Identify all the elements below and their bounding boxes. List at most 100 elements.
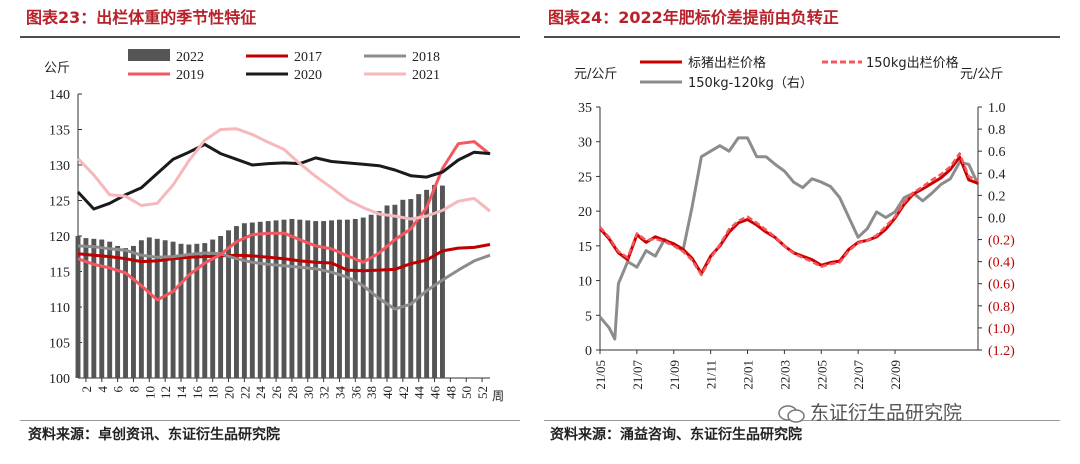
legend-label-2018: 2018 [412,50,440,65]
y-tick-label: 105 [49,337,70,352]
left-y-tick-label: 30 [578,136,592,151]
right-y-tick-label: (1.2) [988,344,1015,359]
bar-2022 [408,199,414,378]
left-y-tick-label: 0 [585,344,592,359]
bar-2022 [234,226,239,378]
x-tick-label: 14 [174,386,189,400]
chart-title: 图表23：出栏体重的季节性特征 [26,8,257,27]
legend-label-diff: 150kg-120kg（右） [688,76,813,91]
title-rule [544,36,1060,38]
bar-2022 [75,236,81,378]
bar-2022 [194,243,200,378]
x-tick-label: 22/03 [777,360,792,390]
x-tick-label: 21/05 [593,360,608,390]
bar-2022 [249,222,255,378]
left-y-tick-label: 15 [578,240,592,255]
legend-label-2020: 2020 [294,68,322,83]
chart-title: 图表24：2022年肥标价差提前由负转正 [548,8,839,27]
source-rule [544,420,1060,421]
left-y-tick-label: 20 [578,205,592,220]
bar-2022 [202,243,208,378]
x-tick-label: 12 [158,386,173,399]
bar-2022 [241,223,247,378]
left-y-tick-label: 10 [578,275,592,290]
line-standard-hog-price [598,155,979,276]
x-axis-label: 周 [492,389,504,403]
bar-2022 [360,217,366,378]
bar-2022 [344,219,350,378]
bar-2022 [297,219,303,378]
line-2019 [77,140,491,302]
x-tick-label: 50 [459,386,474,399]
x-tick-label: 21/11 [704,360,719,389]
right-y-tick-label: 0.4 [988,167,1006,182]
bar-2022 [305,220,311,378]
right-y-tick-label: 0.6 [988,145,1006,160]
x-tick-label: 24 [253,386,268,400]
watermark-text: 东证衍生品研究院 [810,402,963,424]
left-y-tick-label: 35 [578,101,592,116]
price-spread-chart: 0 5 10 15 20 25 30 35 1.0 0.8 0.6 0.4 0.2 0.0 (0.2) (0.… [574,55,1015,390]
y-tick-label: 135 [49,124,70,139]
bar-2022 [257,221,263,378]
wechat-icon [778,404,805,423]
bar-2022 [392,204,398,378]
left-chart-panel: 图表23：出栏体重的季节性特征 100 105 110 115 120 125 130 135… [0,0,524,464]
legend-label-2022: 2022 [176,50,204,65]
bar-2022 [368,214,374,378]
bar-2022 [352,218,358,378]
line-2017 [77,243,491,273]
legend-label-150kg: 150kg出栏价格 [866,55,959,71]
bar-2022 [99,239,105,378]
bar-2022 [154,238,160,378]
bar-2022 [170,241,176,378]
y-tick-label: 100 [49,372,70,387]
left-y-axis-label: 元/公斤 [574,67,617,82]
bar-2022 [146,237,152,378]
x-tick-label: 32 [317,386,332,399]
bar-2022 [107,241,113,378]
line-2020 [76,142,491,211]
y-tick-label: 115 [50,266,70,281]
line-150kg-price [599,152,979,277]
bar-2022 [178,243,184,378]
left-y-tick-label: 5 [585,309,592,324]
y-tick-label: 125 [49,195,70,210]
y-tick-label: 120 [49,230,70,245]
x-tick-label: 22 [237,386,252,399]
right-y-tick-label: 1.0 [988,101,1006,116]
legend-label-standard: 标猪出栏价格 [688,55,766,71]
x-tick-label: 38 [364,386,379,399]
bar-2022 [131,245,136,378]
legend-label-2017: 2017 [294,50,322,65]
y-tick-label: 110 [50,301,70,316]
right-y-tick-label: (1.0) [988,322,1015,337]
right-y-tick-label: (0.2) [988,234,1015,249]
y-tick-label: 130 [49,159,70,174]
legend-label-2019: 2019 [176,68,204,83]
x-tick-label: 52 [475,386,490,399]
x-tick-label: 36 [348,386,363,400]
right-y-tick-label: (0.8) [988,300,1015,315]
bar-2022 [384,205,390,378]
x-tick-label: 42 [396,386,411,399]
x-tick-label: 34 [332,386,347,400]
x-tick-label: 20 [222,386,237,399]
bar-2022 [337,219,342,378]
x-tick-label: 28 [285,386,300,399]
x-tick-label: 26 [269,386,284,400]
bar-2022 [273,220,279,378]
x-tick-label: 4 [95,386,110,393]
bar-2022 [424,189,430,378]
source-rule [20,420,520,421]
y-axis-label: 公斤 [44,61,70,76]
bar-2022 [265,221,271,378]
x-tick-label: 30 [301,386,316,399]
right-y-tick-label: (0.6) [988,278,1015,293]
right-y-axis-label: 元/公斤 [960,67,1003,82]
x-tick-label: 22/07 [851,360,866,390]
right-y-tick-label: 0.0 [988,211,1006,226]
bar-2022 [123,248,128,378]
line-2018 [77,244,491,311]
